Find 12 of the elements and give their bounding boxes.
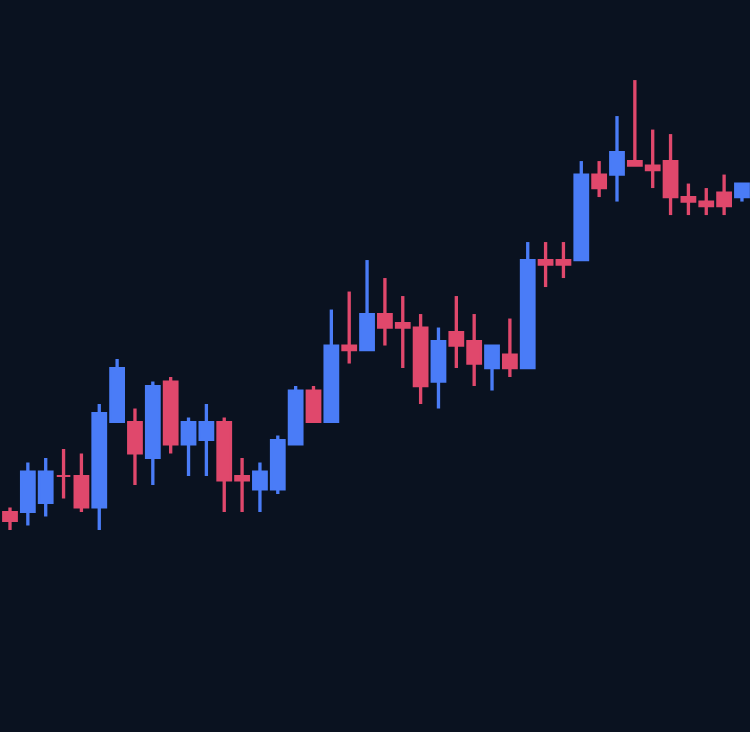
candlestick: [127, 406, 143, 487]
candlestick: [305, 384, 322, 424]
candlestick: [341, 289, 358, 366]
candlestick: [591, 159, 608, 199]
candlestick: [501, 316, 518, 379]
candlestick: [609, 114, 625, 204]
candlestick: [484, 343, 500, 393]
candlestick: [359, 258, 375, 352]
candlestick: [55, 447, 72, 501]
candlestick: [73, 451, 90, 514]
candlestick: [430, 325, 447, 411]
candlestick: [2, 505, 18, 532]
